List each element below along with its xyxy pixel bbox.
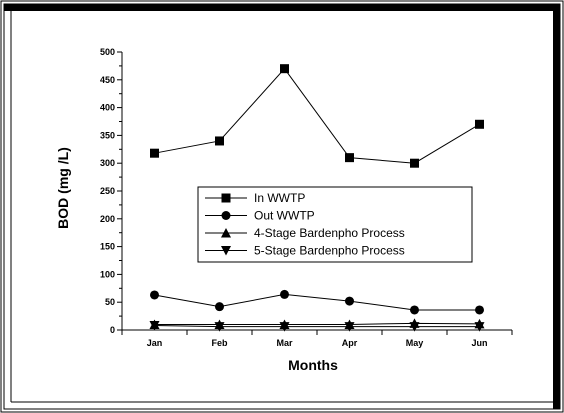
data-point — [410, 158, 419, 168]
legend-item: Out WWTP — [205, 209, 315, 223]
data-point — [215, 302, 224, 312]
series-1 — [150, 64, 484, 168]
y-tick-label: 100 — [100, 269, 115, 279]
frame-band-top — [4, 4, 560, 11]
data-point — [475, 305, 484, 315]
legend-label: In WWTP — [254, 191, 305, 205]
x-axis-title: Months — [288, 357, 338, 373]
legend: In WWTP Out WWTP 4-Stage Bardenpho Process… — [197, 186, 473, 263]
frame-inner-outline — [3, 3, 561, 410]
legend-item: In WWTP — [205, 191, 305, 205]
y-tick-label: 350 — [100, 130, 115, 140]
x-tick-label: Mar — [276, 338, 293, 348]
y-tick-label: 250 — [100, 186, 115, 196]
data-point — [150, 290, 159, 300]
data-point — [345, 296, 354, 306]
series-line — [154, 67, 480, 164]
legend-item: 5-Stage Bardenpho Process — [205, 244, 405, 258]
legend-marker — [221, 246, 231, 256]
data-point — [215, 136, 224, 146]
y-tick-label: 300 — [100, 158, 115, 168]
data-point — [345, 153, 354, 163]
data-point — [280, 289, 289, 299]
x-tick-label: Jun — [471, 338, 487, 348]
series-4 — [149, 321, 485, 332]
y-tick-label: 50 — [105, 297, 115, 307]
legend-label: 4-Stage Bardenpho Process — [254, 226, 405, 240]
legend-marker — [221, 193, 231, 203]
data-point — [475, 119, 484, 129]
data-point — [150, 148, 159, 158]
series-line — [154, 293, 480, 311]
x-axis-ticks: Jan Feb Mar Apr May Jun — [121, 330, 513, 348]
data-point — [149, 321, 160, 331]
legend-box — [197, 186, 473, 263]
y-axis-title: BOD (mg /L) — [55, 147, 71, 229]
series-2 — [150, 289, 484, 315]
data-point — [344, 322, 355, 332]
data-point — [214, 322, 225, 332]
series-line — [154, 322, 480, 325]
legend-marker — [221, 228, 231, 238]
legend-item: 4-Stage Bardenpho Process — [205, 226, 405, 240]
y-axis-ticks: 0 50 100 150 200 250 300 350 400 450 500 — [100, 47, 122, 335]
y-tick-label: 200 — [100, 214, 115, 224]
x-tick-label: Apr — [342, 338, 358, 348]
x-tick-label: May — [406, 338, 424, 348]
series-line — [154, 325, 480, 328]
data-point — [280, 64, 289, 74]
y-tick-label: 400 — [100, 103, 115, 113]
x-tick-label: Jan — [147, 338, 163, 348]
frame-band-right — [553, 4, 560, 409]
legend-label: 5-Stage Bardenpho Process — [254, 244, 405, 258]
y-tick-label: 450 — [100, 75, 115, 85]
y-tick-label: 0 — [110, 325, 115, 335]
y-tick-label: 150 — [100, 242, 115, 252]
series-layer — [149, 64, 485, 332]
y-tick-label: 500 — [100, 47, 115, 57]
legend-label: Out WWTP — [254, 209, 315, 223]
data-point — [279, 322, 290, 332]
data-point — [410, 305, 419, 315]
x-tick-label: Feb — [211, 338, 228, 348]
data-point — [409, 322, 420, 332]
data-point — [474, 322, 485, 332]
legend-marker — [221, 211, 231, 220]
